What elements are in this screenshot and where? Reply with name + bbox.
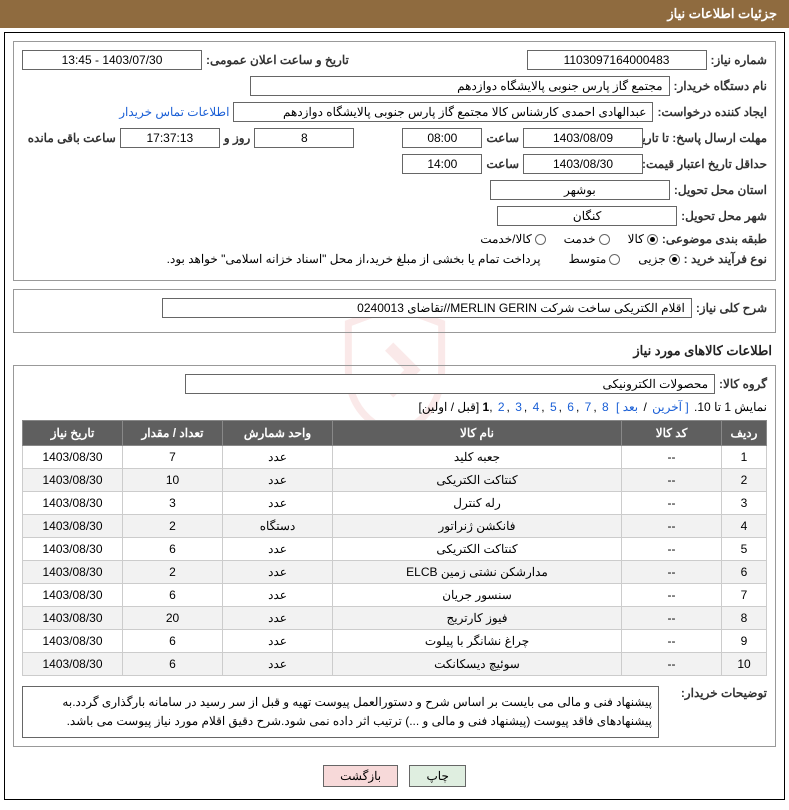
page-header: جزئیات اطلاعات نیاز (0, 0, 789, 28)
contact-link[interactable]: اطلاعات تماس خریدار (119, 105, 229, 119)
group-value: محصولات الکترونیکی (185, 374, 715, 394)
need-no-label: شماره نیاز: (711, 53, 767, 67)
pager-page-link[interactable]: 3 (515, 400, 522, 414)
pager-info: نمایش 1 تا 10. (694, 400, 767, 414)
desc-section: شرح کلی نیاز: اقلام الکتریکی ساخت شرکت M… (13, 289, 776, 333)
radio-service-label: خدمت (564, 232, 596, 246)
radio-service[interactable] (599, 234, 610, 245)
table-row: 4--فانکشن ژنراتوردستگاه21403/08/30 (23, 515, 767, 538)
th-row: ردیف (722, 421, 767, 446)
validity-date: 1403/08/30 (523, 154, 643, 174)
requester-value: عبدالهادی احمدی کارشناس کالا مجتمع گاز پ… (233, 102, 653, 122)
th-name: نام کالا (333, 421, 622, 446)
table-row: 7--سنسور جریانعدد61403/08/30 (23, 584, 767, 607)
group-label: گروه کالا: (719, 377, 767, 391)
page-title: جزئیات اطلاعات نیاز (667, 6, 777, 21)
th-unit: واحد شمارش (223, 421, 333, 446)
back-button[interactable]: بازگشت (323, 765, 398, 787)
th-qty: تعداد / مقدار (123, 421, 223, 446)
radio-medium[interactable] (609, 254, 620, 265)
th-date: تاریخ نیاز (23, 421, 123, 446)
deadline-date: 1403/08/09 (523, 128, 643, 148)
deadline-label: مهلت ارسال پاسخ: تا تاریخ: (647, 131, 767, 145)
category-radio-group: کالا خدمت کالا/خدمت (480, 232, 658, 246)
radio-goods-label: کالا (628, 232, 644, 246)
content-panel: شماره نیاز: 1103097164000483 تاریخ و ساع… (4, 32, 785, 800)
category-label: طبقه بندی موضوعی: (662, 232, 767, 246)
items-table: ردیف کد کالا نام کالا واحد شمارش تعداد /… (22, 420, 767, 676)
remaining-time: 17:37:13 (120, 128, 220, 148)
pager: نمایش 1 تا 10. [ آخرین / بعد ] 8 ,7 ,6 ,… (22, 400, 767, 414)
deadline-time: 08:00 (402, 128, 482, 148)
buyer-value: مجتمع گاز پارس جنوبی پالایشگاه دوازدهم (250, 76, 670, 96)
announce-value: 1403/07/30 - 13:45 (22, 50, 202, 70)
pager-page-link[interactable]: 5 (550, 400, 557, 414)
radio-medium-label: متوسط (569, 252, 607, 266)
buyer-label: نام دستگاه خریدار: (674, 79, 768, 93)
province-value: بوشهر (490, 180, 670, 200)
remaining-label: ساعت باقی مانده (28, 131, 116, 145)
province-label: استان محل تحویل: (674, 183, 767, 197)
table-row: 8--فیوز کارتریجعدد201403/08/30 (23, 607, 767, 630)
need-no-value: 1103097164000483 (527, 50, 707, 70)
th-code: کد کالا (622, 421, 722, 446)
announce-label: تاریخ و ساعت اعلان عمومی: (206, 53, 349, 67)
city-label: شهر محل تحویل: (681, 209, 767, 223)
pager-prev-first: [قبل / اولین] (419, 400, 480, 414)
pager-page-link[interactable]: 4 (533, 400, 540, 414)
process-radio-group: جزیی متوسط (569, 252, 680, 266)
validity-time: 14:00 (402, 154, 482, 174)
pager-page-link[interactable]: 7 (585, 400, 592, 414)
table-row: 9--چراغ نشانگر با پیلوتعدد61403/08/30 (23, 630, 767, 653)
days-value: 8 (254, 128, 354, 148)
process-label: نوع فرآیند خرید : (684, 252, 767, 266)
city-value: کنگان (497, 206, 677, 226)
table-row: 5--کنتاکت الکتریکیعدد61403/08/30 (23, 538, 767, 561)
radio-goods[interactable] (647, 234, 658, 245)
payment-note: پرداخت تمام یا بخشی از مبلغ خرید،از محل … (167, 252, 541, 266)
pager-page-link[interactable]: 8 (602, 400, 609, 414)
days-label: روز و (224, 131, 251, 145)
time-label-1: ساعت (486, 131, 519, 145)
radio-both[interactable] (535, 234, 546, 245)
requester-label: ایجاد کننده درخواست: (657, 105, 767, 119)
radio-small-label: جزیی (638, 252, 665, 266)
validity-label: حداقل تاریخ اعتبار قیمت: تا تاریخ: (647, 157, 767, 171)
pager-page-link[interactable]: 6 (567, 400, 574, 414)
buyer-notes-box: پیشنهاد فنی و مالی می بایست بر اساس شرح … (22, 686, 659, 738)
button-row: چاپ بازگشت (13, 755, 776, 791)
time-label-2: ساعت (486, 157, 519, 171)
table-row: 1--جعبه کلیدعدد71403/08/30 (23, 446, 767, 469)
pager-page-link[interactable]: 2 (498, 400, 505, 414)
info-section: شماره نیاز: 1103097164000483 تاریخ و ساع… (13, 41, 776, 281)
table-row: 6--مدارشکن نشتی زمین ELCBعدد21403/08/30 (23, 561, 767, 584)
print-button[interactable]: چاپ (409, 765, 465, 787)
table-row: 10--سوئیچ دیسکانکتعدد61403/08/30 (23, 653, 767, 676)
radio-both-label: کالا/خدمت (480, 232, 531, 246)
pager-last-link[interactable]: [ آخرین / بعد ] (614, 400, 691, 414)
desc-value: اقلام الکتریکی ساخت شرکت MERLIN GERIN//ت… (162, 298, 692, 318)
buyer-notes-label: توضیحات خریدار: (667, 686, 767, 700)
desc-label: شرح کلی نیاز: (696, 301, 767, 315)
goods-section: گروه کالا: محصولات الکترونیکی نمایش 1 تا… (13, 365, 776, 747)
radio-small[interactable] (669, 254, 680, 265)
table-row: 2--کنتاکت الکتریکیعدد101403/08/30 (23, 469, 767, 492)
goods-info-title: اطلاعات کالاهای مورد نیاز (17, 343, 772, 359)
pager-pages[interactable]: 8 ,7 ,6 ,5 ,4 ,3 ,2 ,1 (483, 400, 611, 414)
table-row: 3--رله کنترلعدد31403/08/30 (23, 492, 767, 515)
